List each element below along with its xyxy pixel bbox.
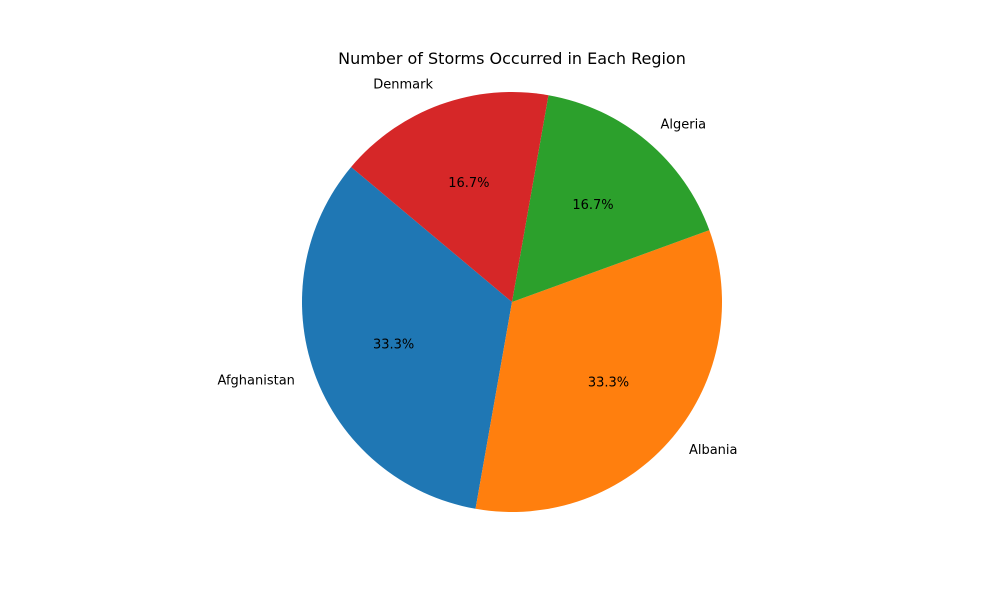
pie-slice-algeria	[512, 95, 710, 302]
pie-slice-albania	[475, 230, 722, 512]
pie-slices	[302, 92, 722, 512]
slice-label-albania: Albania	[689, 443, 738, 458]
pie-labels: Afghanistan 33.3% Albania 33.3% Algeria 16.7%…	[218, 77, 738, 458]
slice-label-algeria: Algeria	[660, 118, 706, 133]
slice-percent-algeria: 16.7%	[572, 198, 613, 213]
slice-label-afghanistan: Afghanistan	[218, 374, 295, 389]
slice-percent-denmark: 16.7%	[448, 176, 489, 191]
slice-percent-albania: 33.3%	[588, 375, 629, 390]
slice-label-denmark: Denmark	[373, 77, 433, 92]
pie-slice-denmark	[351, 92, 549, 303]
chart-title: Number of Storms Occurred in Each Region	[338, 49, 686, 68]
slice-percent-afghanistan: 33.3%	[373, 338, 414, 353]
pie-slice-afghanistan	[302, 167, 512, 509]
